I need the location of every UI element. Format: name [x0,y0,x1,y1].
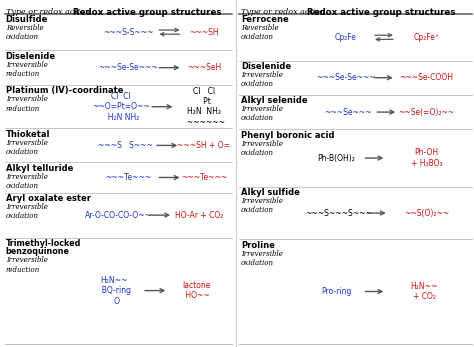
Text: ~~~Se-COOH: ~~~Se-COOH [400,73,454,82]
Text: Thioketal: Thioketal [6,130,50,139]
Text: Irreversible
oxidation: Irreversible oxidation [241,197,283,214]
Text: Aryl oxalate ester: Aryl oxalate ester [6,194,91,203]
Text: Irreversible
oxidation: Irreversible oxidation [241,71,283,88]
Text: Cl  Cl
~~O=Pt=O~~
  H₂N NH₂: Cl Cl ~~O=Pt=O~~ H₂N NH₂ [92,92,150,121]
Text: Irreversible
reduction: Irreversible reduction [6,256,47,274]
Text: Trimethyl-locked: Trimethyl-locked [6,239,81,248]
Text: ~~~S   S~~~: ~~~S S~~~ [98,141,153,150]
Text: Disulfide: Disulfide [6,15,48,24]
Text: H₂N~~
  BQ-ring
   O: H₂N~~ BQ-ring O [97,276,131,305]
Text: ~~~Te~~~: ~~~Te~~~ [181,173,227,182]
Text: ~~~Te~~~: ~~~Te~~~ [105,173,151,182]
Text: Cp₂Fe: Cp₂Fe [335,33,357,42]
Text: Reversible
oxidation: Reversible oxidation [241,24,278,42]
Text: Alkyl telluride: Alkyl telluride [6,164,73,173]
Text: ~~Se(=O)₂~~: ~~Se(=O)₂~~ [399,108,455,117]
Text: Type or redox action: Type or redox action [6,8,90,16]
Text: Irreversible
reduction: Irreversible reduction [6,61,47,78]
Text: lactone
 HO~~: lactone HO~~ [182,281,211,300]
Text: Irreversible
oxidation: Irreversible oxidation [6,203,47,220]
Text: Redox active group structures: Redox active group structures [307,8,456,17]
Text: ~~~S-S~~~: ~~~S-S~~~ [103,28,153,36]
Text: Ar-O-CO-CO-O~~: Ar-O-CO-CO-O~~ [85,211,152,220]
Text: Ph-OH
+ H₃BO₃: Ph-OH + H₃BO₃ [411,149,442,168]
Text: HO-Ar + CO₂: HO-Ar + CO₂ [175,211,223,220]
Text: Alkyl sulfide: Alkyl sulfide [241,188,300,197]
Text: Ferrocene: Ferrocene [241,15,289,24]
Text: Diselenide: Diselenide [6,52,56,61]
Text: Ph-B(OH)₂: Ph-B(OH)₂ [318,154,356,162]
Text: ~~~Se-Se~~~: ~~~Se-Se~~~ [98,63,158,72]
Text: Phenyl boronic acid: Phenyl boronic acid [241,131,334,140]
Text: benzoquinone: benzoquinone [6,247,70,256]
Text: ~~S(O)₂~~: ~~S(O)₂~~ [404,209,449,218]
Text: Type or redox action: Type or redox action [241,8,325,16]
Text: Cl   Cl
   Pt
H₂N  NH₂
  ~~~~~~: Cl Cl Pt H₂N NH₂ ~~~~~~ [182,87,225,127]
Text: Pro-ring: Pro-ring [321,287,352,296]
Text: ~~~Se~~~: ~~~Se~~~ [325,108,372,117]
Text: Irreversible
oxidation: Irreversible oxidation [241,140,283,157]
Text: Irreversible
oxidation: Irreversible oxidation [6,173,47,190]
Text: Irreversible
oxidation: Irreversible oxidation [241,250,283,267]
Text: Diselenide: Diselenide [241,62,291,71]
Text: ~~~SeH: ~~~SeH [187,63,221,72]
Text: Proline: Proline [241,241,274,250]
Text: Redox active group structures: Redox active group structures [73,8,222,17]
Text: Reversible
oxidation: Reversible oxidation [6,24,43,42]
Text: Irreversible
oxidation: Irreversible oxidation [6,139,47,156]
Text: Platinum (IV)-coordinate: Platinum (IV)-coordinate [6,86,123,95]
Text: ~~~SH + O=: ~~~SH + O= [177,141,230,150]
Text: Irreversible
oxidation: Irreversible oxidation [241,105,283,122]
Text: ~~~SH: ~~~SH [189,28,219,36]
Text: Alkyl selenide: Alkyl selenide [241,96,308,105]
Text: ~~~Se-Se~~~: ~~~Se-Se~~~ [316,73,376,82]
Text: ~~~S~~~S~~~: ~~~S~~~S~~~ [305,209,373,218]
Text: H₂N~~
+ CO₂: H₂N~~ + CO₂ [410,282,438,301]
Text: Cp₂Fe⁺: Cp₂Fe⁺ [414,33,439,42]
Text: Irreversible
reduction: Irreversible reduction [6,95,47,113]
